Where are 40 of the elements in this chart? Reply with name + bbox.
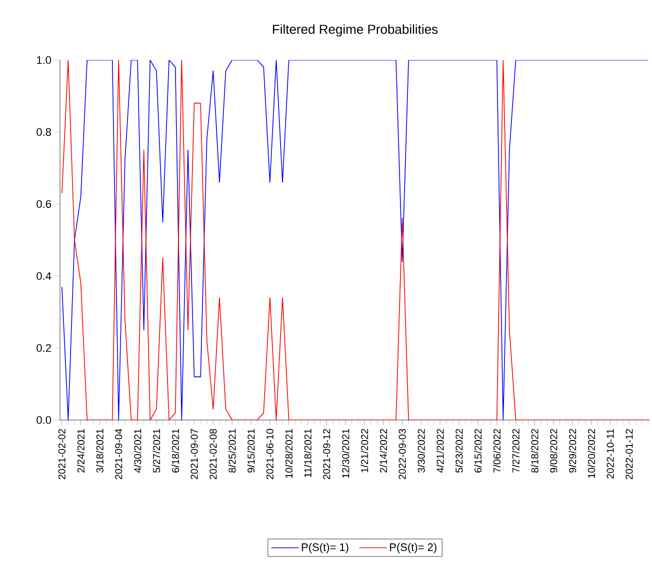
legend-label: P(S(t)= 2) xyxy=(390,543,436,554)
x-tick-label: 2/14/2022 xyxy=(380,429,388,473)
x-tick-label: 2022-09-03 xyxy=(398,428,406,480)
x-tick-label: 8/25/2021 xyxy=(228,429,236,473)
x-tick-label: 2021-09-07 xyxy=(190,429,198,480)
x-tick-label: 12/30/2021 xyxy=(342,429,350,478)
y-tick-label: 0.0 xyxy=(36,416,52,424)
legend-label: P(S(t)= 1) xyxy=(302,543,348,554)
x-tick-label: 1/21/2022 xyxy=(360,429,368,472)
x-tick-label: 2021-06-10 xyxy=(266,428,274,480)
x-tick-label: 7/06/2022 xyxy=(493,429,500,473)
x-tick-label: 9/15/2021 xyxy=(247,429,255,473)
x-tick-label: 2022-01-12 xyxy=(626,429,633,480)
x-tick-label: 3/18/2021 xyxy=(96,429,104,473)
x-tick-label: 3/30/2022 xyxy=(418,429,425,473)
chart-title: Filtered Regime Probabilities xyxy=(272,24,438,36)
y-tick-label: 0.8 xyxy=(36,128,51,136)
x-tick-label: 11/18/2021 xyxy=(304,429,312,478)
x-tick-label: 10/28/2021 xyxy=(285,429,292,478)
x-tick-label: 10/20/2022 xyxy=(588,429,596,478)
x-tick-label: 8/18/2022 xyxy=(530,429,538,473)
x-tick-label: 5/23/2022 xyxy=(455,429,463,473)
y-tick-label: 1.0 xyxy=(37,56,52,64)
x-tick-label: 9/29/2022 xyxy=(568,429,576,473)
y-tick-label: 0.4 xyxy=(36,272,52,280)
x-tick-label: 4/21/2022 xyxy=(436,429,444,473)
x-tick-label: 2/24/2021 xyxy=(77,429,84,473)
y-tick-label: 0.2 xyxy=(36,344,51,352)
x-tick-label: 2021-09-12 xyxy=(323,429,330,480)
x-tick-label: 6/15/2022 xyxy=(474,429,482,473)
x-tick-label: 7/27/2022 xyxy=(512,429,520,473)
x-tick-label: 6/18/2021 xyxy=(172,429,180,473)
x-tick-label: 2022-10-11 xyxy=(606,429,614,478)
x-tick-label: 5/27/2021 xyxy=(152,429,160,473)
x-tick-label: 2021-02-02 xyxy=(58,429,66,480)
y-tick-label: 0.6 xyxy=(36,200,51,208)
x-tick-label: 9/08/2022 xyxy=(550,429,558,473)
x-tick-label: 4/30/2021 xyxy=(134,429,142,473)
x-tick-label: 2021-02-08 xyxy=(210,428,217,480)
x-tick-label: 2021-09-04 xyxy=(115,428,122,480)
